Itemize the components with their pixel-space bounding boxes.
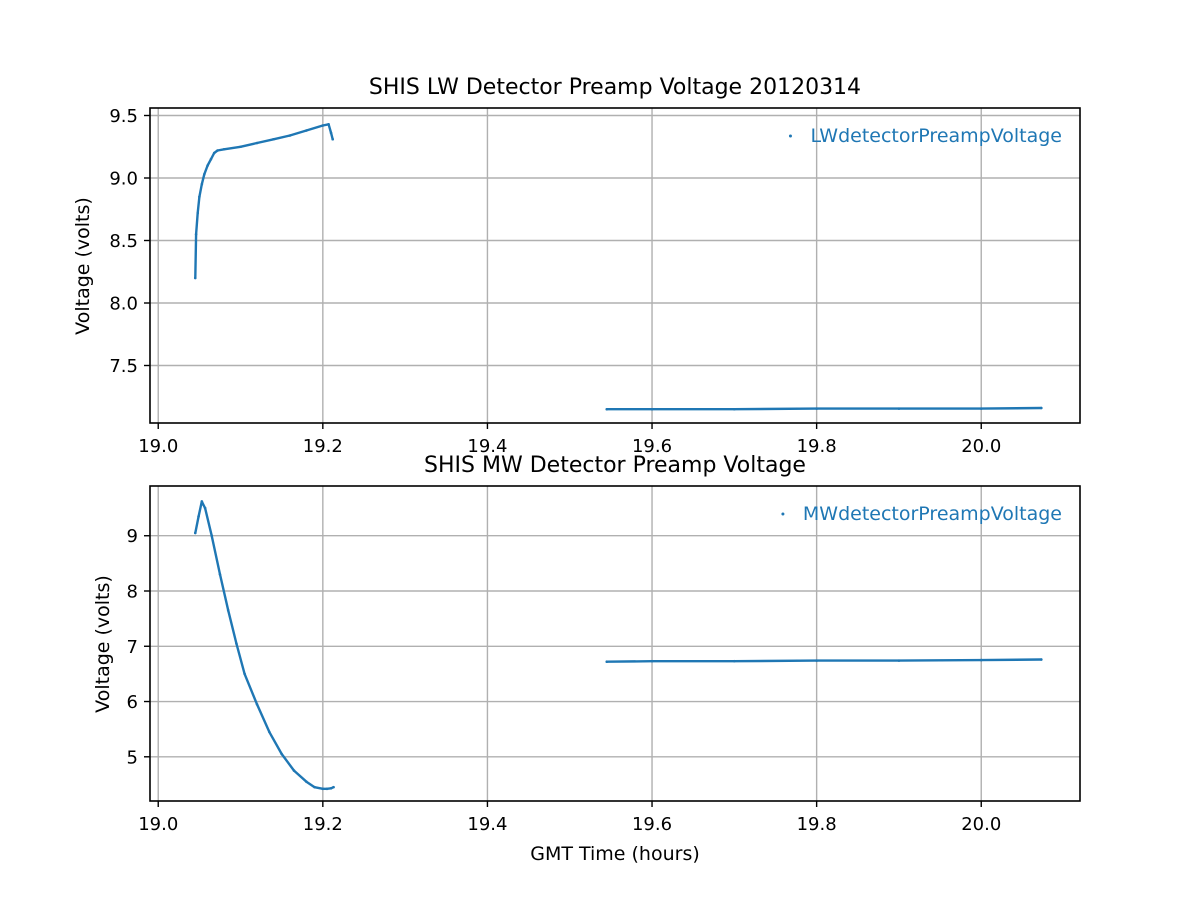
lw-data-point bbox=[198, 195, 201, 199]
lw-data-point bbox=[329, 131, 333, 135]
lw-x-tick-label: 19.8 bbox=[797, 436, 837, 457]
mw-data-point bbox=[313, 785, 316, 789]
lw-x-tick-label: 20.0 bbox=[961, 436, 1001, 457]
mw-data-point bbox=[193, 531, 197, 535]
mw-x-tick-label: 19.6 bbox=[632, 814, 672, 835]
mw-data-point bbox=[235, 642, 238, 645]
lw-x-tick-label: 19.6 bbox=[632, 436, 672, 457]
mw-data-point bbox=[255, 702, 259, 706]
lw-x-tick-label: 19.0 bbox=[138, 436, 178, 457]
mw-data-point bbox=[650, 659, 654, 663]
lw-data-point bbox=[216, 149, 219, 152]
lw-y-tick-label: 9.5 bbox=[109, 106, 138, 127]
lw-legend-marker bbox=[788, 134, 792, 138]
lw-data-point bbox=[331, 137, 335, 141]
lw-data-point bbox=[222, 147, 226, 151]
lw-data-point bbox=[650, 407, 654, 411]
mw-data-point bbox=[197, 515, 200, 518]
lw-voltage-plot: SHIS LW Detector Preamp Voltage 20120314… bbox=[72, 75, 1081, 457]
lw-data-point bbox=[979, 407, 983, 410]
mw-voltage-plot: SHIS MW Detector Preamp Voltage 19.0 19.2… bbox=[92, 453, 1081, 865]
lw-y-tick-label: 9.0 bbox=[109, 169, 138, 190]
mw-y-tick-label: 6 bbox=[127, 692, 138, 713]
mw-x-tick-label: 20.0 bbox=[961, 814, 1001, 835]
mw-data-point bbox=[1040, 658, 1043, 661]
mw-x-tick-label: 19.8 bbox=[797, 814, 837, 835]
mw-data-point bbox=[200, 500, 204, 503]
lw-data-point bbox=[305, 129, 308, 132]
mw-data-point bbox=[815, 659, 818, 662]
lw-plot-frame bbox=[149, 107, 1081, 424]
lw-x-tick-label: 19.4 bbox=[467, 436, 507, 457]
mw-data-point bbox=[305, 780, 308, 783]
lw-data-point bbox=[1040, 406, 1043, 410]
lw-data-point bbox=[200, 182, 204, 186]
lw-data-point bbox=[203, 172, 206, 176]
lw-y-axis-label: Voltage (volts) bbox=[72, 197, 94, 335]
lw-data-point bbox=[193, 276, 197, 280]
mw-plot-title: SHIS MW Detector Preamp Voltage bbox=[424, 453, 806, 478]
mw-x-tick-label: 19.0 bbox=[138, 814, 178, 835]
mw-data-point bbox=[292, 769, 296, 772]
lw-data-point bbox=[212, 151, 216, 155]
mw-data-point bbox=[325, 787, 329, 791]
mw-data-point bbox=[897, 659, 901, 662]
mw-x-tick-label: 19.4 bbox=[467, 814, 507, 835]
lw-data-point bbox=[194, 232, 198, 236]
lw-data-point bbox=[327, 122, 330, 126]
lw-data-point bbox=[206, 164, 209, 167]
mw-y-axis-label: Voltage (volts) bbox=[92, 575, 114, 713]
lw-data-point bbox=[605, 407, 609, 411]
lw-data-point bbox=[196, 211, 200, 215]
mw-data-point bbox=[733, 659, 736, 663]
mw-x-axis-label: GMT Time (hours) bbox=[530, 843, 700, 865]
lw-plot-title: SHIS LW Detector Preamp Voltage 20120314 bbox=[369, 75, 861, 100]
mw-y-tick-label: 5 bbox=[127, 747, 138, 768]
lw-data-point bbox=[321, 124, 325, 127]
lw-data-point bbox=[255, 141, 259, 145]
lw-series-segment-1 bbox=[194, 123, 334, 280]
mw-data-point bbox=[321, 787, 325, 791]
mw-data-point bbox=[332, 785, 335, 789]
lw-y-tick-label: 8.0 bbox=[109, 294, 138, 315]
mw-y-tick-label: 8 bbox=[127, 582, 138, 603]
lw-y-tick-label: 8.5 bbox=[109, 231, 138, 252]
lw-data-point bbox=[272, 137, 275, 141]
lw-series-segment-2 bbox=[605, 406, 1043, 411]
mw-data-point bbox=[226, 609, 230, 612]
mw-y-tick-label: 9 bbox=[127, 526, 138, 547]
mw-legend-marker bbox=[781, 512, 785, 516]
lw-legend-label: LWdetectorPreampVoltage bbox=[810, 125, 1062, 147]
mw-x-tick-label: 19.2 bbox=[303, 814, 343, 835]
mw-data-point bbox=[280, 752, 283, 756]
lw-data-point bbox=[209, 157, 213, 161]
lw-data-point bbox=[239, 145, 242, 149]
lw-y-tick-label: 7.5 bbox=[109, 356, 138, 377]
mw-data-point bbox=[210, 534, 214, 538]
lw-data-point bbox=[733, 407, 736, 411]
lw-data-point bbox=[815, 407, 818, 410]
mw-data-point bbox=[243, 672, 246, 676]
mw-data-point bbox=[268, 730, 271, 734]
lw-x-tick-label: 19.2 bbox=[303, 436, 343, 457]
mw-series-segment-1 bbox=[194, 500, 335, 790]
mw-data-point bbox=[605, 660, 609, 664]
mw-data-point bbox=[218, 573, 222, 576]
lw-data-point bbox=[897, 407, 901, 410]
mw-data-point bbox=[979, 658, 983, 662]
mw-data-point bbox=[329, 786, 333, 790]
mw-legend-label: MWdetectorPreampVoltage bbox=[803, 503, 1062, 525]
mw-y-tick-label: 7 bbox=[127, 637, 138, 658]
mw-plot-frame bbox=[149, 485, 1081, 802]
mw-series-segment-2 bbox=[605, 658, 1043, 663]
lw-data-point bbox=[288, 134, 292, 137]
mw-data-point bbox=[203, 506, 207, 510]
